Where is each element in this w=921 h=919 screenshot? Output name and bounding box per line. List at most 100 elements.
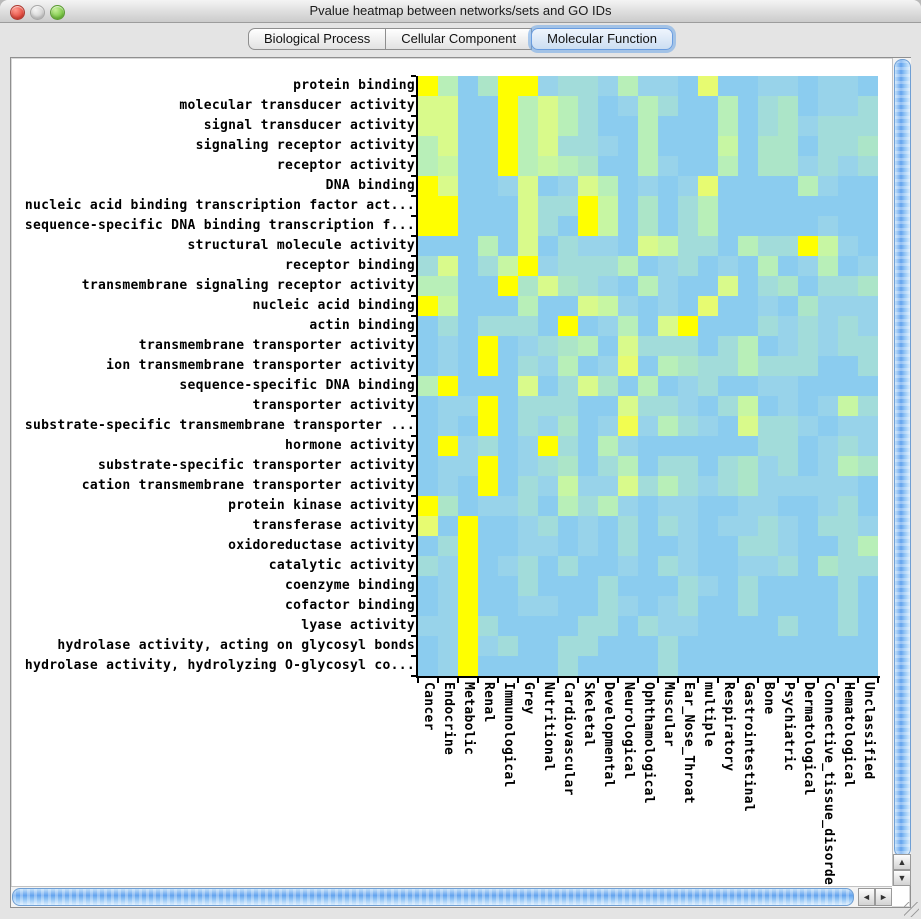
x-axis-line (416, 676, 880, 678)
heatmap-cell (858, 536, 878, 556)
y-axis-tick (411, 555, 416, 557)
scroll-down-button[interactable]: ▼ (893, 870, 911, 886)
heatmap-cell (458, 76, 478, 96)
heatmap-cell (618, 416, 638, 436)
vertical-scrollbar-thumb[interactable] (894, 59, 911, 857)
heatmap-cell (478, 136, 498, 156)
heatmap-cell (718, 436, 738, 456)
heatmap-cell (798, 176, 818, 196)
heatmap-cell (538, 336, 558, 356)
heatmap-cell (698, 476, 718, 496)
heatmap-cell (678, 476, 698, 496)
heatmap-cell (618, 256, 638, 276)
row-label: catalytic activity (268, 558, 415, 573)
heatmap-cell (818, 176, 838, 196)
heatmap-cell (438, 216, 458, 236)
resize-grip[interactable] (904, 902, 919, 917)
heatmap-cell (438, 416, 458, 436)
heatmap-cell (538, 456, 558, 476)
heatmap-cell (538, 276, 558, 296)
heatmap-cell (678, 236, 698, 256)
heatmap-cell (818, 296, 838, 316)
heatmap-cell (758, 336, 778, 356)
heatmap-cell (558, 516, 578, 536)
heatmap-cell (678, 176, 698, 196)
heatmap-cell (778, 636, 798, 656)
heatmap-cell (438, 576, 458, 596)
heatmap-cell (738, 276, 758, 296)
heatmap-cell (538, 516, 558, 536)
heatmap-cell (858, 116, 878, 136)
heatmap-cell (778, 456, 798, 476)
heatmap-cell (558, 296, 578, 316)
heatmap-cell (498, 436, 518, 456)
scroll-right-button[interactable]: ► (875, 888, 892, 906)
heatmap-cell (678, 576, 698, 596)
zoom-button[interactable] (50, 5, 65, 20)
heatmap-cell (758, 276, 778, 296)
heatmap-cell (558, 176, 578, 196)
heatmap-cell (618, 556, 638, 576)
heatmap-cell (538, 156, 558, 176)
scroll-up-button[interactable]: ▲ (893, 854, 911, 870)
heatmap-cell (498, 476, 518, 496)
heatmap-cell (558, 256, 578, 276)
heatmap-cell (798, 296, 818, 316)
heatmap-cell (858, 236, 878, 256)
scroll-left-button[interactable]: ◄ (858, 888, 875, 906)
col-label: Grey (521, 682, 536, 715)
window-title: Pvalue heatmap between networks/sets and… (309, 3, 612, 18)
close-button[interactable] (10, 5, 25, 20)
heatmap-cell (718, 456, 738, 476)
heatmap-cell (578, 316, 598, 336)
heatmap-cell (658, 656, 678, 676)
horizontal-scrollbar[interactable]: ◄ ► (11, 886, 892, 907)
heatmap-cell (758, 236, 778, 256)
heatmap-cell (758, 216, 778, 236)
heatmap-cell (458, 356, 478, 376)
heatmap-cell (598, 296, 618, 316)
y-axis-tick (411, 255, 416, 257)
heatmap-cell (618, 336, 638, 356)
heatmap-cell (578, 496, 598, 516)
title-bar[interactable]: Pvalue heatmap between networks/sets and… (0, 0, 921, 23)
heatmap-cell (418, 556, 438, 576)
tab-cellular-component[interactable]: Cellular Component (386, 27, 533, 50)
heatmap-cell (618, 496, 638, 516)
heatmap-cell (658, 356, 678, 376)
heatmap-cell (618, 156, 638, 176)
heatmap-cell (478, 396, 498, 416)
heatmap-cell (618, 396, 638, 416)
heatmap-cell (538, 556, 558, 576)
heatmap-cell (778, 296, 798, 316)
heatmap-cell (478, 256, 498, 276)
heatmap-cell (598, 396, 618, 416)
minimize-button[interactable] (30, 5, 45, 20)
horizontal-scrollbar-thumb[interactable] (12, 888, 854, 906)
heatmap-cell (518, 596, 538, 616)
heatmap-cell (458, 416, 478, 436)
col-label: Connective_tissue_disorder (821, 682, 836, 894)
heatmap-cell (838, 136, 858, 156)
heatmap-cell (658, 536, 678, 556)
heatmap-cell (858, 176, 878, 196)
heatmap-cell (458, 476, 478, 496)
heatmap-cell (558, 556, 578, 576)
heatmap-cell (498, 496, 518, 516)
heatmap-cell (778, 536, 798, 556)
heatmap-cell (718, 616, 738, 636)
heatmap-cell (718, 96, 738, 116)
heatmap-cell (458, 296, 478, 316)
heatmap-cell (738, 436, 758, 456)
col-label: Cardiovascular (561, 682, 576, 796)
heatmap-cell (738, 296, 758, 316)
row-label: structural molecule activity (187, 238, 415, 253)
heatmap-cell (538, 256, 558, 276)
tab-molecular-function[interactable]: Molecular Function (531, 27, 673, 50)
heatmap-cell (438, 116, 458, 136)
tab-biological-process[interactable]: Biological Process (248, 27, 387, 50)
vertical-scrollbar[interactable]: ▲ ▼ (892, 58, 911, 886)
heatmap-cell (838, 236, 858, 256)
heatmap-cell (838, 116, 858, 136)
heatmap-cell (678, 96, 698, 116)
